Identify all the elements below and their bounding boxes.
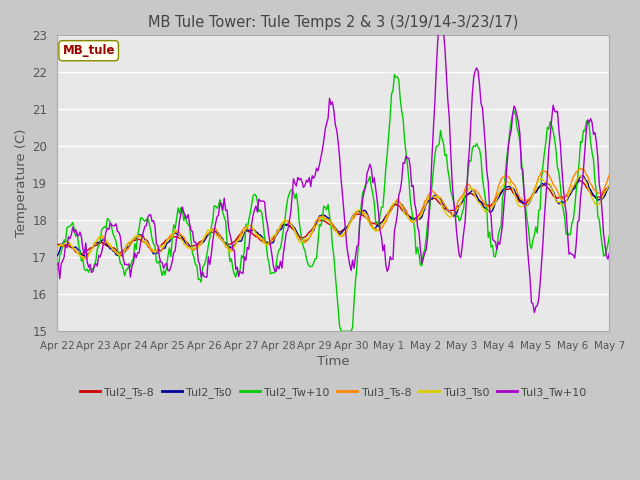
Y-axis label: Temperature (C): Temperature (C) [15, 129, 28, 238]
Title: MB Tule Tower: Tule Temps 2 & 3 (3/19/14-3/23/17): MB Tule Tower: Tule Temps 2 & 3 (3/19/14… [148, 15, 518, 30]
X-axis label: Time: Time [317, 355, 349, 368]
Legend: Tul2_Ts-8, Tul2_Ts0, Tul2_Tw+10, Tul3_Ts-8, Tul3_Ts0, Tul3_Tw+10: Tul2_Ts-8, Tul2_Ts0, Tul2_Tw+10, Tul3_Ts… [76, 383, 591, 403]
Text: MB_tule: MB_tule [63, 44, 115, 57]
